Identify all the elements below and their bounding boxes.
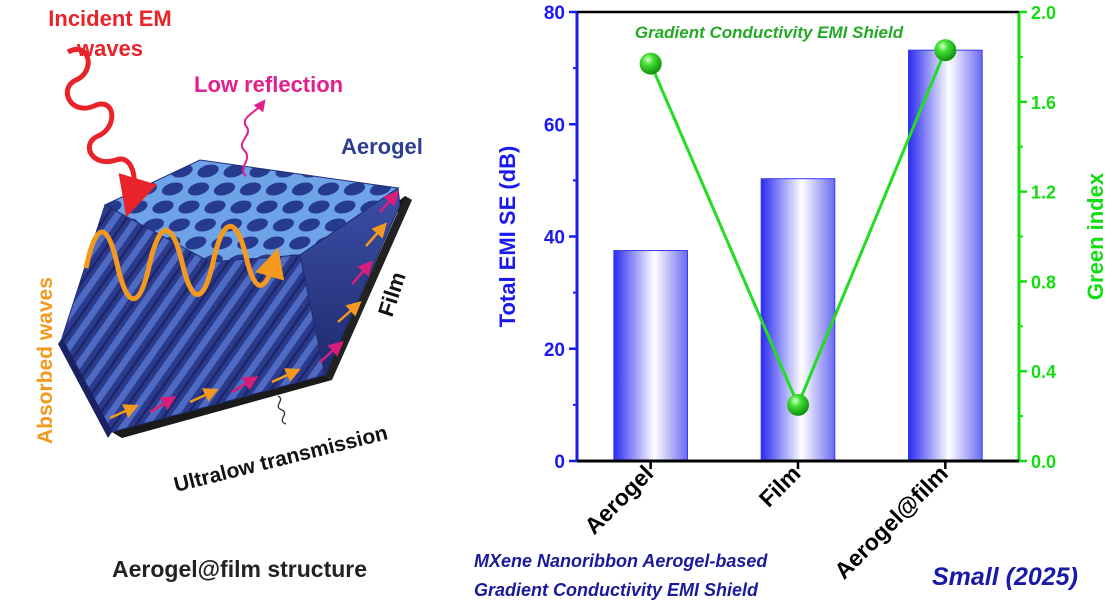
right-tick-label: 2.0 bbox=[1031, 3, 1056, 23]
bar-film bbox=[760, 178, 836, 462]
journal-label: Small (2025) bbox=[932, 563, 1078, 591]
left-tick-label: 20 bbox=[544, 340, 565, 361]
film-arrows bbox=[109, 190, 399, 420]
x-tick-label: Aerogel@film bbox=[829, 460, 953, 584]
bar-aerogel-at-film bbox=[908, 49, 983, 462]
absorbed-label: Absorbed waves bbox=[34, 277, 57, 444]
right-tick-label: 1.2 bbox=[1031, 183, 1056, 203]
x-tick-label: Aerogel bbox=[579, 460, 658, 539]
right-tick-label: 0.4 bbox=[1031, 362, 1056, 382]
absorbed-wave bbox=[83, 223, 285, 302]
structure-label: Aerogel@film structure bbox=[112, 556, 368, 582]
low-reflection-label: Low reflection bbox=[194, 72, 343, 97]
right-tick-label: 0.8 bbox=[1031, 272, 1056, 292]
left-tick-label: 0 bbox=[554, 452, 565, 473]
line-layer bbox=[639, 39, 957, 416]
bar-aerogel bbox=[613, 250, 688, 462]
left-tick-label: 80 bbox=[544, 3, 565, 24]
left-tick-label: 40 bbox=[544, 228, 565, 249]
left-axis-label: Total EMI SE (dB) bbox=[495, 146, 520, 328]
aerogel-label: Aerogel bbox=[341, 134, 423, 159]
caption-line1: MXene Nanoribbon Aerogel-based bbox=[474, 551, 768, 571]
incident-label-line2: waves bbox=[76, 36, 143, 61]
film-edge bbox=[325, 196, 412, 380]
green-index-point-0 bbox=[639, 52, 662, 75]
right-tick-label: 1.6 bbox=[1031, 93, 1056, 113]
schematic: Incident EM waves Low reflection Aerogel… bbox=[34, 6, 423, 497]
chart-title: Gradient Conductivity EMI Shield bbox=[635, 23, 904, 42]
right-axis-label: Green index bbox=[1083, 172, 1108, 300]
transmission-wave bbox=[277, 395, 287, 425]
incident-label-line1: Incident EM bbox=[48, 6, 171, 31]
incident-wave bbox=[64, 47, 157, 218]
right-tick-label: 0.0 bbox=[1031, 452, 1056, 472]
reflection-wave bbox=[241, 99, 266, 177]
caption-line2: Gradient Conductivity EMI Shield bbox=[474, 580, 759, 600]
green-index-point-2 bbox=[934, 39, 957, 62]
green-index-point-1 bbox=[787, 393, 809, 416]
left-tick-label: 60 bbox=[544, 115, 565, 136]
